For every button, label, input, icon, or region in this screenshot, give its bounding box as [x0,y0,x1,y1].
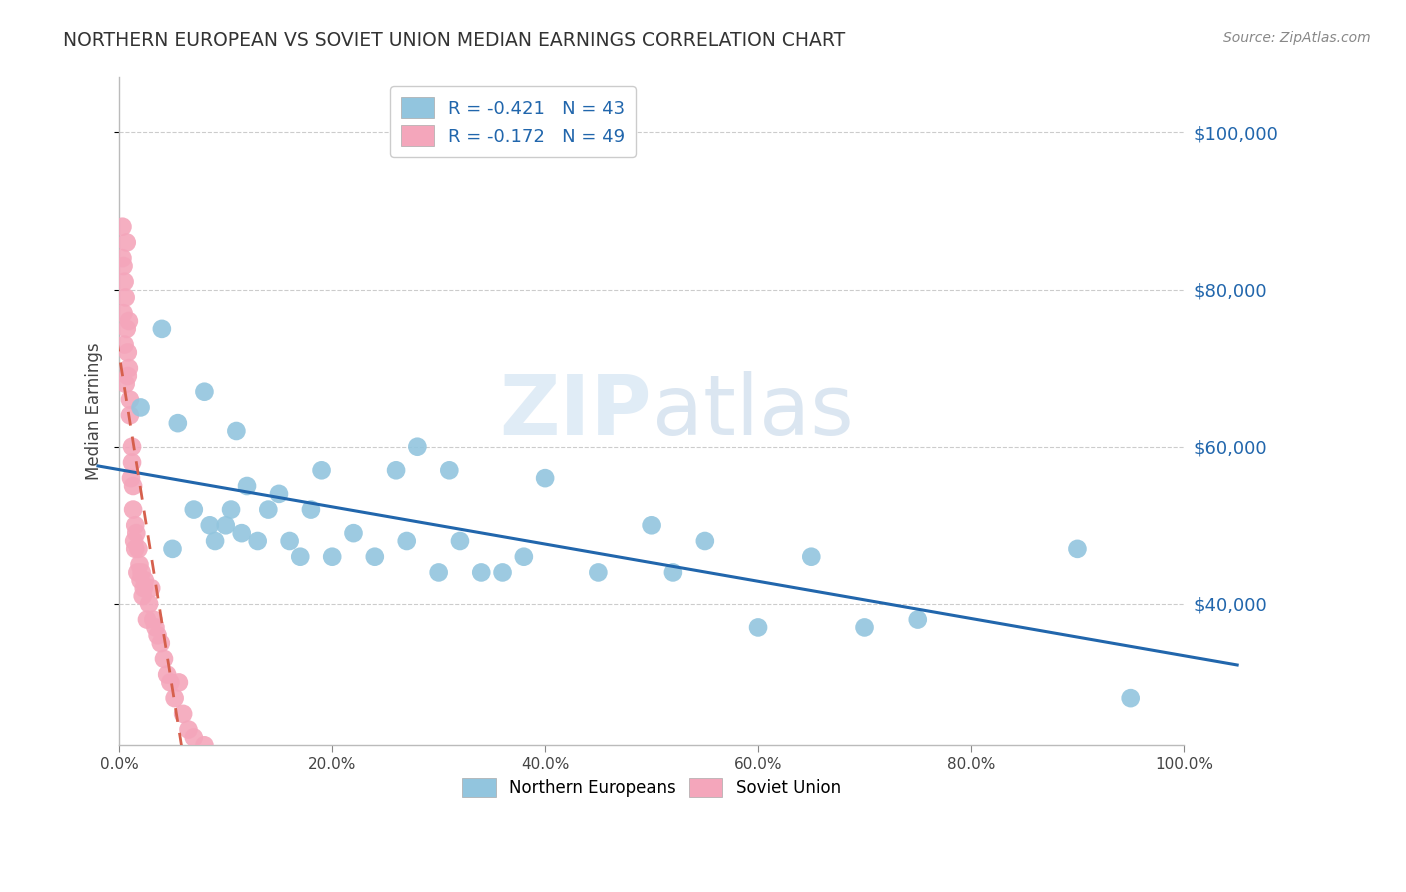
Point [131,589,153,603]
Point [246,534,269,549]
Point [427,566,450,580]
Point [439,463,461,477]
Point [134,574,156,588]
Point [491,566,513,580]
Point [114,290,136,304]
Point [183,731,205,745]
Point [513,549,536,564]
Point [166,416,188,430]
Point [121,440,143,454]
Point [163,691,186,706]
Point [907,613,929,627]
Point [138,597,160,611]
Point [470,566,492,580]
Point [127,566,149,580]
Point [112,306,135,320]
Point [112,259,135,273]
Point [215,518,238,533]
Point [183,502,205,516]
Point [129,401,152,415]
Point [122,502,145,516]
Point [114,376,136,391]
Point [114,337,136,351]
Point [1119,691,1142,706]
Point [142,613,165,627]
Point [114,275,136,289]
Point [299,502,322,516]
Point [321,549,343,564]
Point [853,620,876,634]
Point [193,384,215,399]
Text: ZIP: ZIP [499,371,651,452]
Point [800,549,823,564]
Point [131,566,153,580]
Point [159,675,181,690]
Point [153,652,176,666]
Point [149,636,172,650]
Point [129,574,152,588]
Point [146,628,169,642]
Point [132,581,155,595]
Point [385,463,408,477]
Point [125,526,148,541]
Point [117,345,139,359]
Point [231,526,253,541]
Text: NORTHERN EUROPEAN VS SOVIET UNION MEDIAN EARNINGS CORRELATION CHART: NORTHERN EUROPEAN VS SOVIET UNION MEDIAN… [63,31,845,50]
Point [342,526,364,541]
Point [150,322,173,336]
Point [118,361,141,376]
Point [115,322,138,336]
Point [364,549,387,564]
Point [640,518,662,533]
Point [177,723,200,737]
Point [204,534,226,549]
Text: atlas: atlas [651,371,853,452]
Point [198,518,221,533]
Point [118,314,141,328]
Text: Source: ZipAtlas.com: Source: ZipAtlas.com [1223,31,1371,45]
Point [278,534,301,549]
Point [156,667,179,681]
Point [290,549,312,564]
Point [693,534,716,549]
Point [122,534,145,549]
Point [534,471,557,485]
Legend: Northern Europeans, Soviet Union: Northern Europeans, Soviet Union [456,772,848,804]
Point [118,409,141,423]
Y-axis label: Median Earnings: Median Earnings [86,343,103,480]
Point [449,534,471,549]
Point [588,566,610,580]
Point [406,440,429,454]
Point [193,739,215,753]
Point [111,251,134,265]
Point [662,566,685,580]
Point [747,620,769,634]
Point [122,479,145,493]
Point [1066,541,1088,556]
Point [236,479,259,493]
Point [311,463,333,477]
Point [162,541,184,556]
Point [257,502,280,516]
Point [117,369,139,384]
Point [267,487,290,501]
Point [219,502,242,516]
Point [145,620,167,634]
Point [225,424,247,438]
Point [111,219,134,234]
Point [167,675,190,690]
Point [128,558,150,572]
Point [141,581,163,595]
Point [124,541,146,556]
Point [120,471,142,485]
Point [136,613,159,627]
Point [115,235,138,250]
Point [118,392,141,407]
Point [172,706,194,721]
Point [395,534,418,549]
Point [124,518,146,533]
Point [121,455,143,469]
Point [127,541,149,556]
